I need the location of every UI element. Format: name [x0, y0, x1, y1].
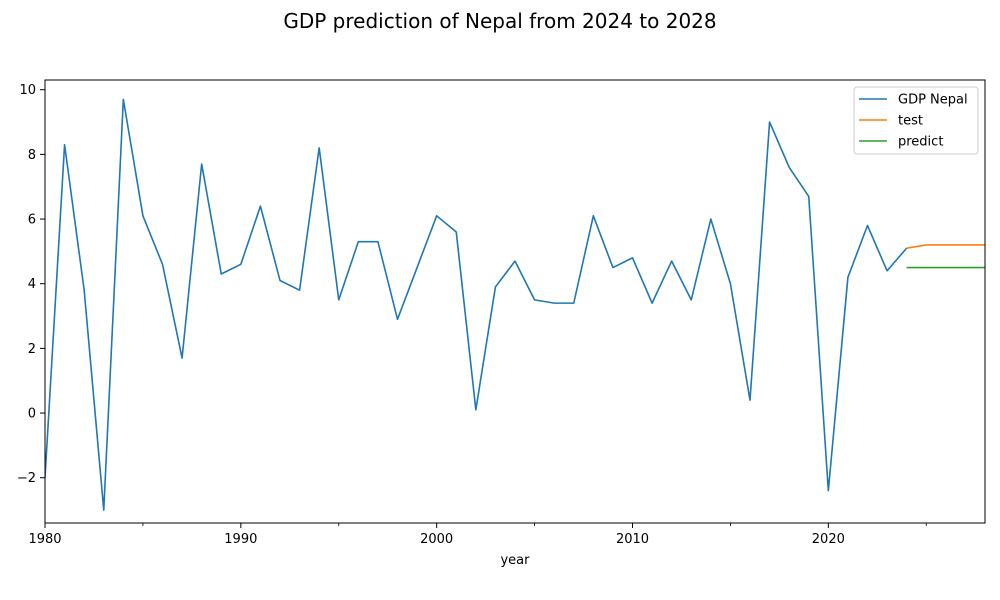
axes: 1980 1990 2000 2010 2020 −2 0 2 4 6 8 10	[17, 79, 986, 547]
plot-frame	[44, 79, 986, 524]
y-tick-label: 8	[28, 148, 36, 163]
y-tick-label: −2	[17, 471, 36, 486]
chart-title: GDP prediction of Nepal from 2024 to 202…	[283, 9, 716, 33]
y-tick-label: 2	[28, 342, 36, 357]
x-tick-label: 1990	[224, 532, 257, 547]
legend-box	[853, 86, 979, 155]
legend-label: test	[898, 114, 923, 129]
x-tick-label: 1980	[28, 532, 61, 547]
x-tick-label: 2020	[812, 532, 845, 547]
legend: GDP Nepal test predict	[853, 86, 979, 155]
y-tick-label: 0	[28, 407, 36, 422]
series-line-test	[906, 244, 985, 249]
plot-area	[45, 98, 985, 511]
y-tick-label: 4	[28, 277, 36, 292]
legend-label: predict	[898, 135, 943, 150]
y-tick-label: 6	[28, 213, 36, 228]
legend-label: GDP Nepal	[898, 93, 968, 108]
series-line-gdp-nepal	[45, 98, 908, 511]
x-tick-label: 2000	[420, 532, 453, 547]
x-tick-label: 2010	[616, 532, 649, 547]
y-tick-label: 10	[19, 83, 36, 98]
x-axis-title: year	[500, 553, 530, 568]
